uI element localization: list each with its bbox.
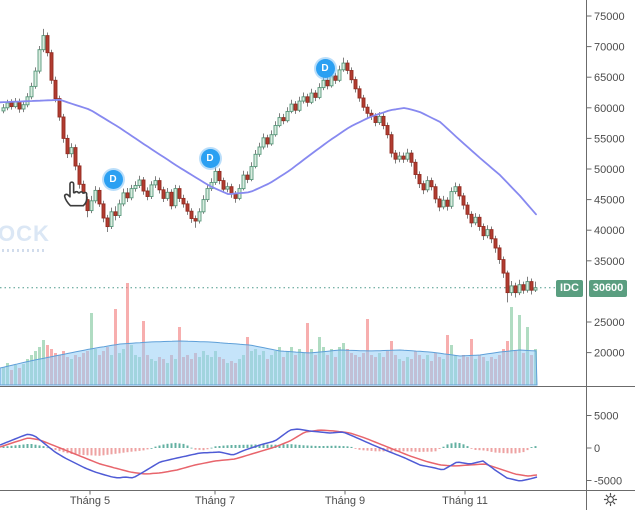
- price-tick-label: 50000: [594, 164, 625, 176]
- dividend-marker[interactable]: D: [315, 58, 335, 78]
- price-tick-label: 20000: [594, 348, 625, 360]
- chart-settings-button[interactable]: [596, 491, 624, 508]
- price-tick-label: 25000: [594, 317, 625, 329]
- indicator-tick-label: 5000: [594, 411, 618, 423]
- watermark: OCK: [0, 221, 50, 246]
- time-tick-label: Tháng 11: [442, 495, 488, 507]
- time-tick-label: Tháng 7: [195, 495, 235, 507]
- gear-icon: [603, 492, 617, 507]
- price-tick-label: 45000: [594, 195, 625, 207]
- watermark-subtext: [2, 249, 46, 252]
- last-price-badge: 30600: [589, 280, 627, 297]
- price-tick-label: 70000: [594, 42, 625, 54]
- time-tick-label: Tháng 5: [70, 495, 110, 507]
- indicator-tick-label: -5000: [594, 476, 622, 488]
- dividend-marker[interactable]: D: [200, 148, 220, 168]
- time-scale[interactable]: Tháng 5 Tháng 7 Tháng 9 Tháng 11: [0, 490, 635, 508]
- time-tick-label: Tháng 9: [325, 495, 365, 507]
- signal-line: [0, 429, 538, 477]
- symbol-flag: IDC: [556, 280, 583, 297]
- macd-pane[interactable]: [0, 428, 538, 482]
- price-tick-label: 35000: [594, 256, 625, 268]
- ma-line: [0, 98, 537, 216]
- price-tick-label: 60000: [594, 103, 625, 115]
- price-tick-label: 75000: [594, 11, 625, 23]
- dividend-marker[interactable]: D: [103, 169, 123, 189]
- price-tick-label: 40000: [594, 225, 625, 237]
- price-tick-label: 65000: [594, 72, 625, 84]
- volume-ma-area: [0, 340, 538, 386]
- indicator-tick-label: 0: [594, 443, 600, 455]
- candlestick-series: [1, 28, 538, 303]
- macd-line: [0, 428, 538, 482]
- price-pane[interactable]: [0, 28, 556, 386]
- price-tick-label: 55000: [594, 133, 625, 145]
